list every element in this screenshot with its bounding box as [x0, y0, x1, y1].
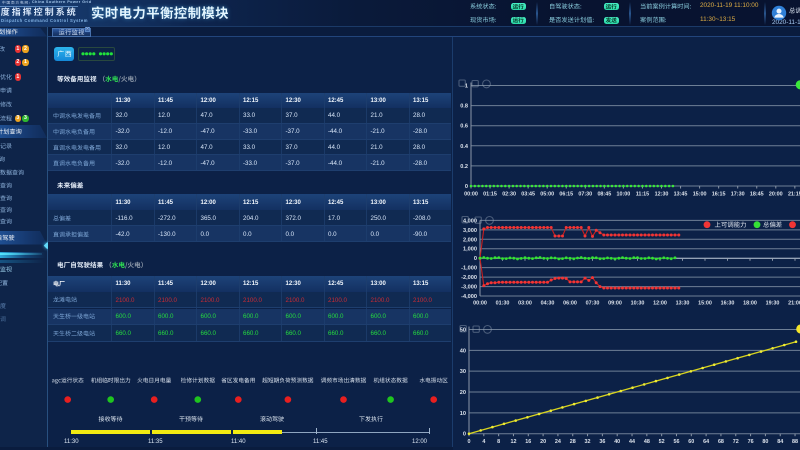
svg-text:15:00: 15:00	[693, 192, 707, 198]
svg-text:0.8: 0.8	[460, 104, 468, 110]
svg-text:12:30: 12:30	[655, 192, 669, 198]
svg-text:0: 0	[474, 256, 477, 262]
svg-text:-3,000: -3,000	[461, 285, 477, 291]
svg-text:40: 40	[614, 439, 620, 445]
svg-text:0: 0	[465, 184, 468, 190]
svg-text:04:30: 04:30	[541, 301, 555, 307]
svg-text:08:45: 08:45	[597, 192, 611, 198]
svg-text:50: 50	[460, 328, 466, 334]
svg-text:00:00: 00:00	[473, 301, 487, 307]
svg-text:09:00: 09:00	[608, 301, 622, 307]
svg-text:1: 1	[465, 84, 468, 90]
svg-text:0.4: 0.4	[460, 144, 469, 150]
svg-text:00:00: 00:00	[464, 192, 478, 198]
svg-text:36: 36	[599, 439, 605, 445]
svg-text:40: 40	[460, 348, 466, 354]
svg-text:19:30: 19:30	[766, 301, 780, 307]
svg-text:64: 64	[703, 439, 709, 445]
svg-text:80: 80	[762, 439, 768, 445]
svg-text:07:30: 07:30	[578, 192, 592, 198]
svg-text:-4,000: -4,000	[461, 294, 477, 300]
svg-text:16: 16	[525, 439, 531, 445]
svg-text:18:00: 18:00	[743, 301, 757, 307]
svg-text:48: 48	[644, 439, 650, 445]
svg-text:13:45: 13:45	[674, 192, 688, 198]
svg-text:10:00: 10:00	[617, 192, 631, 198]
svg-text:01:30: 01:30	[496, 301, 510, 307]
svg-text:60: 60	[688, 439, 694, 445]
svg-text:-1,000: -1,000	[461, 266, 477, 272]
svg-text:16:30: 16:30	[721, 301, 735, 307]
svg-text:06:00: 06:00	[563, 301, 577, 307]
svg-text:11:15: 11:15	[636, 192, 650, 198]
svg-text:21:15: 21:15	[788, 192, 800, 198]
svg-text:03:00: 03:00	[518, 301, 532, 307]
svg-text:20: 20	[540, 439, 546, 445]
svg-text:06:15: 06:15	[559, 192, 573, 198]
svg-text:12:00: 12:00	[653, 301, 667, 307]
svg-text:72: 72	[733, 439, 739, 445]
svg-text:52: 52	[659, 439, 665, 445]
svg-text:4: 4	[482, 439, 485, 445]
svg-text:0.2: 0.2	[460, 164, 468, 170]
svg-text:15:00: 15:00	[698, 301, 712, 307]
svg-text:56: 56	[673, 439, 679, 445]
svg-text:32: 32	[585, 439, 591, 445]
svg-text:68: 68	[718, 439, 724, 445]
svg-text:1,000: 1,000	[463, 247, 477, 253]
svg-text:0: 0	[468, 439, 471, 445]
svg-text:13:30: 13:30	[676, 301, 690, 307]
svg-text:16:15: 16:15	[712, 192, 726, 198]
svg-text:84: 84	[777, 439, 783, 445]
svg-text:18:45: 18:45	[750, 192, 764, 198]
svg-text:10: 10	[460, 411, 466, 417]
svg-text:02:30: 02:30	[502, 192, 516, 198]
svg-text:20:00: 20:00	[769, 192, 783, 198]
svg-text:44: 44	[629, 439, 635, 445]
svg-text:-2,000: -2,000	[461, 275, 477, 281]
svg-text:05:00: 05:00	[540, 192, 554, 198]
svg-text:24: 24	[555, 439, 561, 445]
svg-text:21:00: 21:00	[788, 301, 800, 307]
svg-text:17:30: 17:30	[731, 192, 745, 198]
svg-text:0: 0	[463, 432, 466, 438]
svg-text:3,000: 3,000	[463, 228, 477, 234]
svg-text:30: 30	[460, 369, 466, 375]
svg-text:01:15: 01:15	[483, 192, 497, 198]
svg-text:8: 8	[497, 439, 500, 445]
svg-text:07:30: 07:30	[586, 301, 600, 307]
svg-text:2,000: 2,000	[463, 237, 477, 243]
svg-text:28: 28	[570, 439, 576, 445]
svg-text:20: 20	[460, 390, 466, 396]
svg-text:12: 12	[510, 439, 516, 445]
svg-text:76: 76	[748, 439, 754, 445]
svg-text:4,000: 4,000	[463, 218, 477, 224]
svg-text:0.6: 0.6	[460, 124, 468, 130]
svg-text:03:45: 03:45	[521, 192, 535, 198]
svg-text:10:30: 10:30	[631, 301, 645, 307]
svg-text:88: 88	[792, 439, 798, 445]
